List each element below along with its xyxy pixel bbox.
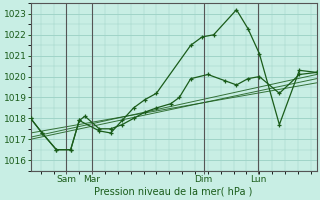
X-axis label: Pression niveau de la mer( hPa ): Pression niveau de la mer( hPa ) [94,187,253,197]
